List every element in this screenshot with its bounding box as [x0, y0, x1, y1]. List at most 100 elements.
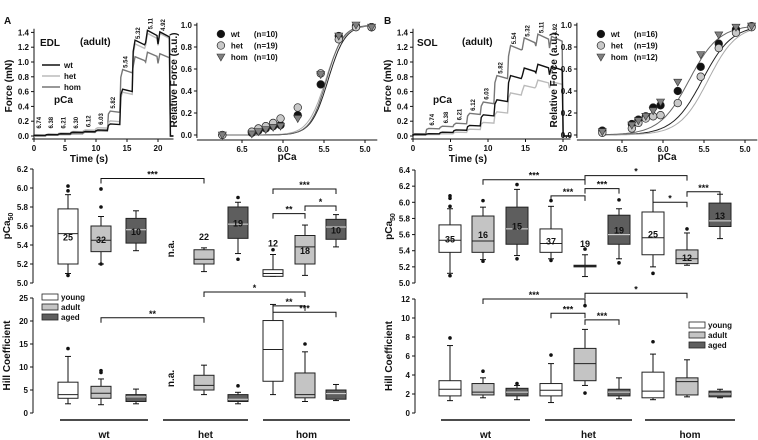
y-tick-label: 6.4 [399, 166, 411, 175]
sample-size-label: 10 [331, 225, 341, 235]
step-pca-label: 5.54 [124, 56, 130, 68]
y-tick-label: 0.6 [561, 65, 573, 74]
sample-size-label: 19 [580, 239, 590, 249]
sample-size-label: 10 [131, 227, 141, 237]
panel-letter: A [4, 16, 11, 27]
legend-n-het: (n=19) [254, 42, 278, 51]
x-tick-label: 0 [411, 144, 416, 153]
significance-bracket [482, 298, 586, 304]
legend-label-het: het [611, 42, 623, 51]
y-tick-label: 15 [19, 340, 28, 349]
x-axis-title: Time (s) [70, 154, 108, 165]
legend-swatch-aged [41, 313, 59, 321]
legend-label-hom: hom [231, 53, 248, 62]
outlier-point [303, 342, 307, 346]
step-pca-label: 6.38 [49, 116, 55, 128]
y-axis-title-subscript: 50 [8, 213, 15, 221]
box-wt-young [57, 381, 79, 399]
outlier-point [448, 273, 452, 278]
step-pca-label: 5.11 [148, 17, 154, 29]
outlier-point [515, 256, 519, 261]
data-point-wt [696, 62, 705, 71]
outlier-point [448, 204, 452, 209]
y-tick-label: 0 [24, 409, 29, 418]
significance-stars: *** [597, 180, 608, 190]
legend-marker-wt [596, 29, 606, 39]
y-tick-label: 0.2 [181, 109, 193, 118]
legend-label-adult: adult [708, 331, 727, 340]
legend-label-young: young [61, 293, 85, 302]
legend-label-wt: wt [610, 30, 620, 39]
box-hom-adult [675, 377, 699, 396]
data-point-hom [316, 71, 326, 80]
age-note: (adult) [462, 37, 493, 48]
y-tick-label: 0.2 [397, 117, 409, 126]
data-point-hom [627, 121, 637, 130]
y-tick-label: 0.2 [561, 109, 573, 118]
outlier-point [66, 184, 70, 188]
data-point-hom [673, 78, 683, 87]
x-tick-label: 20 [559, 144, 568, 153]
data-point-hom [247, 130, 257, 139]
y-tick-label: 1.0 [181, 21, 193, 30]
y-tick-label: 0.8 [397, 73, 409, 82]
outlier-point [448, 336, 452, 340]
x-tick-label: 6.5 [236, 145, 248, 154]
legend-n-wt: (n=16) [634, 30, 658, 39]
significance-bracket [272, 311, 337, 318]
box-hom-adult [294, 372, 316, 399]
data-point-hom [217, 131, 227, 140]
outlier-point [685, 227, 689, 231]
fit-curve-hom [221, 24, 373, 136]
x-tick-label: 5.0 [739, 145, 751, 154]
significance-stars: ** [285, 205, 293, 215]
genotype-label-het: het [581, 430, 597, 440]
significance-stars: * [634, 284, 638, 294]
box-het-aged [227, 206, 249, 239]
box-het-young [539, 228, 563, 253]
y-tick-label: 1.4 [18, 28, 30, 37]
legend-marker-hom [596, 53, 606, 62]
data-point-hom [268, 124, 278, 132]
box-het-adult [193, 374, 215, 391]
box-wt-aged [125, 217, 147, 244]
y-axis-title: Relative Force (a.u.) [549, 32, 560, 127]
significance-stars: *** [698, 183, 709, 193]
genotype-label-hom: hom [679, 430, 700, 440]
data-point-hom [656, 98, 666, 107]
step-pca-label: 6.12 [471, 98, 477, 110]
outlier-point [66, 273, 70, 278]
y-tick-label: 1.0 [561, 21, 573, 30]
y-tick-label: 12 [401, 295, 410, 304]
y-tick-label: 5.0 [17, 279, 29, 288]
outlier-point [66, 346, 70, 351]
legend-label-hom: hom [611, 53, 628, 62]
data-point-het [293, 103, 302, 112]
y-tick-label: 0.4 [181, 87, 193, 96]
data-point-hom [731, 23, 741, 32]
outlier-point [236, 195, 240, 200]
box-wt-young [57, 208, 79, 265]
y-tick-label: 0.6 [18, 88, 30, 97]
genotype-label-hom: hom [296, 430, 317, 440]
y-tick-label: 0.6 [397, 88, 409, 97]
y-tick-label: 1.0 [397, 58, 409, 67]
outlier-point [515, 182, 519, 187]
legend-swatch-aged [688, 341, 706, 349]
step-pca-label: 5.32 [136, 27, 142, 39]
x-axis-title: pCa [658, 152, 677, 163]
outlier-point [481, 259, 485, 264]
pca-inset-label: pCa [433, 95, 452, 106]
outlier-point [515, 381, 519, 386]
step-pca-label: 5.82 [111, 96, 117, 108]
y-tick-label: 0.4 [397, 102, 409, 111]
sample-size-label: 13 [715, 211, 725, 221]
outlier-point [583, 247, 587, 251]
y-axis-title: Hill Coefficient [384, 320, 395, 391]
y-tick-label: 0 [406, 409, 411, 418]
sample-size-label: 22 [199, 232, 209, 242]
box-wt-adult [90, 385, 112, 399]
data-point-hom [747, 22, 757, 31]
x-axis-title: pCa [278, 152, 297, 163]
significance-bracket [272, 213, 306, 219]
